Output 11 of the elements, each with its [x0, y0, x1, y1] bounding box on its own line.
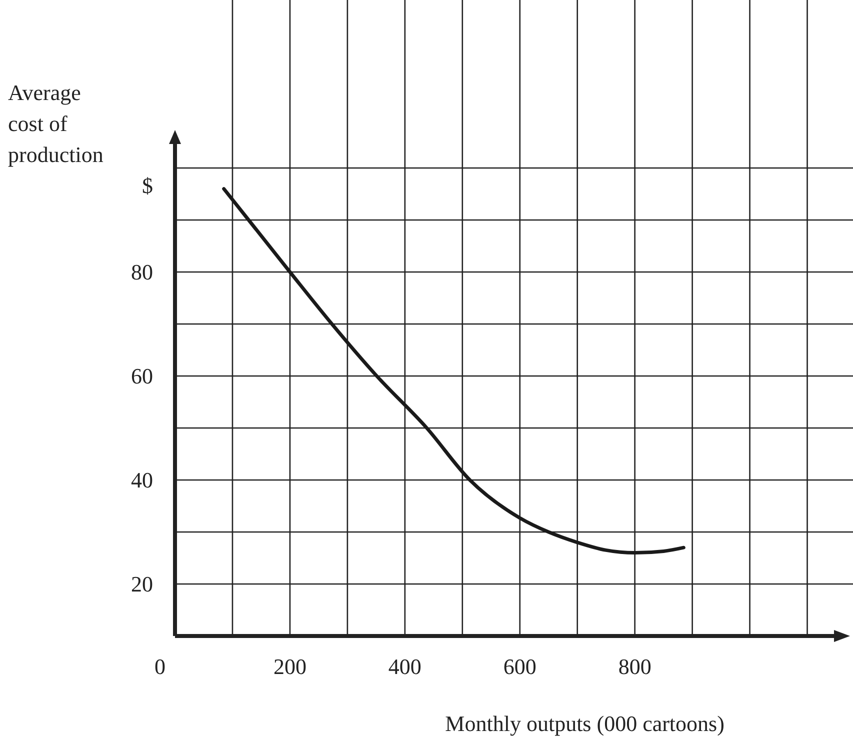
x-tick-label: 0: [154, 654, 166, 679]
text: Average cost of production $: [8, 80, 153, 198]
x-tick-label: 600: [503, 654, 536, 679]
y-tick-label: 20: [131, 572, 153, 597]
y-tick-label: 80: [131, 260, 153, 285]
x-tick-label: 200: [273, 654, 306, 679]
y-tick-label: 40: [131, 468, 153, 493]
y-tick-label: 60: [131, 364, 153, 389]
x-tick-label: 400: [388, 654, 422, 679]
x-tick-label: 800: [618, 654, 652, 679]
x-axis-title: Monthly outputs (000 cartoons): [445, 711, 724, 736]
